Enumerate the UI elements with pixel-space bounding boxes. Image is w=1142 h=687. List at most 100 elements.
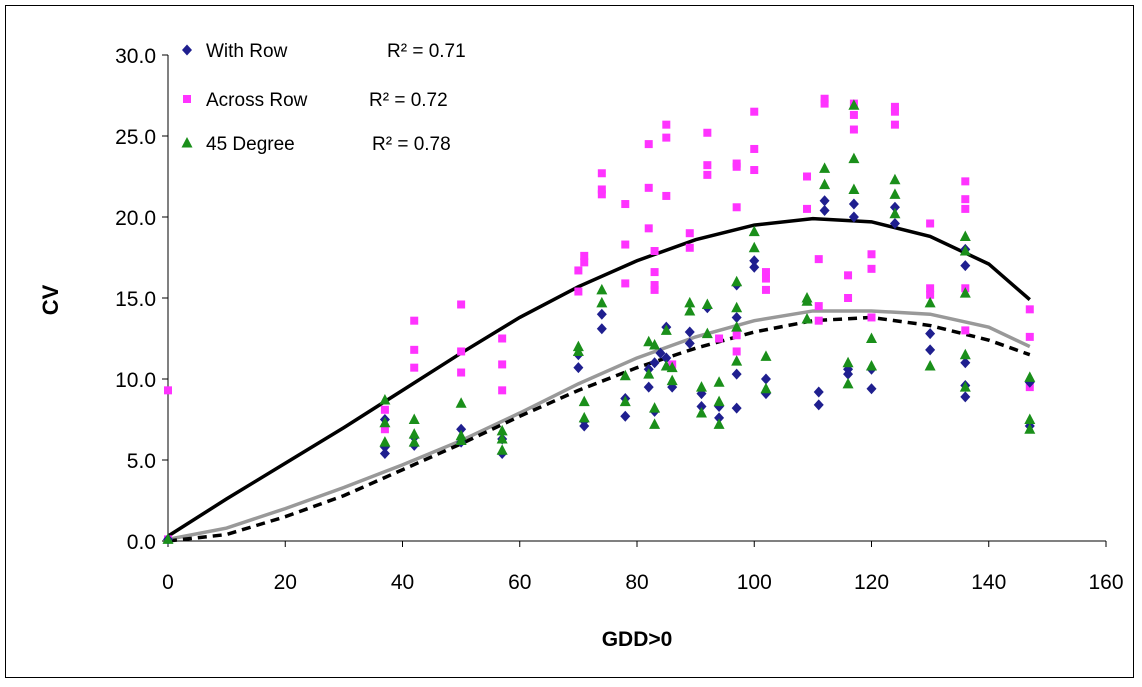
data-point: [925, 344, 936, 356]
data-point: [650, 281, 659, 290]
data-point: [960, 357, 971, 369]
data-point: [849, 125, 858, 134]
y-tick-label: 15.0: [115, 288, 156, 311]
data-point: [924, 296, 936, 308]
data-point: [410, 316, 419, 325]
trendline: [167, 315, 1031, 543]
data-point: [684, 337, 695, 349]
data-point: [866, 360, 877, 371]
data-point: [621, 240, 630, 249]
data-point: [619, 395, 631, 407]
data-point: [643, 381, 654, 393]
data-point: [456, 423, 467, 435]
data-point: [1025, 305, 1034, 314]
x-tick-label: 60: [508, 571, 531, 594]
data-point: [701, 298, 713, 309]
data-point: [761, 268, 770, 277]
data-point: [379, 416, 391, 428]
legend-label: With Row: [206, 41, 288, 62]
data-point: [820, 99, 829, 108]
data-point: [889, 207, 901, 219]
x-tick-label: 160: [1088, 571, 1123, 594]
data-point: [749, 261, 760, 273]
data-point: [819, 205, 830, 217]
data-point: [961, 204, 970, 213]
x-tick-label: 120: [854, 571, 889, 594]
data-point: [596, 296, 608, 308]
data-point: [162, 533, 174, 544]
data-point: [959, 230, 971, 241]
data-point: [959, 348, 971, 360]
data-point: [649, 338, 661, 350]
data-point: [867, 250, 876, 259]
trendline: [167, 216, 1031, 538]
data-point: [750, 166, 759, 175]
r-squared-label: R² = 0.71: [387, 41, 466, 62]
data-point: [750, 144, 759, 153]
x-tick-label: 40: [391, 571, 414, 594]
data-point: [867, 313, 876, 322]
data-point: [801, 295, 813, 306]
data-point: [749, 255, 760, 267]
y-tick-label: 10.0: [115, 369, 156, 392]
data-point: [848, 99, 860, 110]
data-point: [842, 356, 854, 368]
data-point: [649, 402, 661, 413]
data-point: [713, 376, 725, 387]
data-point: [732, 159, 741, 168]
r-squared-label: R² = 0.72: [369, 90, 448, 111]
legend-label: Across Row: [206, 90, 308, 111]
data-point: [1024, 413, 1036, 424]
data-point: [703, 161, 712, 170]
data-point: [748, 241, 760, 253]
data-points: [162, 94, 1036, 545]
data-point: [814, 316, 823, 325]
data-point: [408, 413, 420, 424]
data-point: [959, 245, 971, 256]
data-point: [644, 140, 653, 149]
data-point: [731, 275, 743, 287]
data-point: [889, 173, 901, 185]
data-point: [574, 287, 583, 296]
data-point: [410, 363, 419, 372]
data-point: [685, 229, 694, 238]
data-point: [889, 188, 901, 199]
data-point: [660, 324, 672, 335]
data-point: [959, 287, 971, 298]
data-point: [662, 133, 671, 142]
data-point: [820, 94, 829, 103]
data-point: [703, 128, 712, 137]
data-point: [867, 264, 876, 273]
legend: With Row R² = 0.71 Across Row R² = 0.72 45 D…: [181, 41, 466, 155]
y-axis-label: CV: [38, 284, 63, 315]
data-point: [650, 285, 659, 294]
data-point: [848, 198, 859, 210]
data-point: [961, 177, 970, 186]
x-tick-label: 140: [971, 571, 1006, 594]
data-point: [814, 255, 823, 264]
data-point: [380, 405, 389, 414]
data-point: [848, 152, 860, 164]
data-point: [455, 397, 467, 408]
data-point: [761, 274, 770, 283]
data-point: [164, 386, 172, 395]
trendlines: [167, 216, 1031, 543]
data-point: [959, 381, 971, 392]
data-point: [732, 203, 741, 212]
data-point: [574, 266, 583, 275]
data-point: [849, 110, 858, 119]
data-point: [643, 368, 655, 379]
data-point: [925, 328, 936, 340]
data-point: [843, 368, 854, 380]
data-point: [662, 120, 671, 129]
data-point: [457, 300, 466, 309]
axes: 0 20 40 60 80 100 120 140 160 0.0 5.0 10.0 15.0 20.0 2…: [115, 45, 1123, 594]
data-point: [655, 347, 666, 359]
data-point: [760, 382, 772, 394]
data-point: [844, 271, 853, 280]
data-point: [596, 283, 608, 295]
y-tick-label: 20.0: [115, 207, 156, 230]
data-point: [731, 321, 743, 332]
data-point: [498, 334, 507, 343]
